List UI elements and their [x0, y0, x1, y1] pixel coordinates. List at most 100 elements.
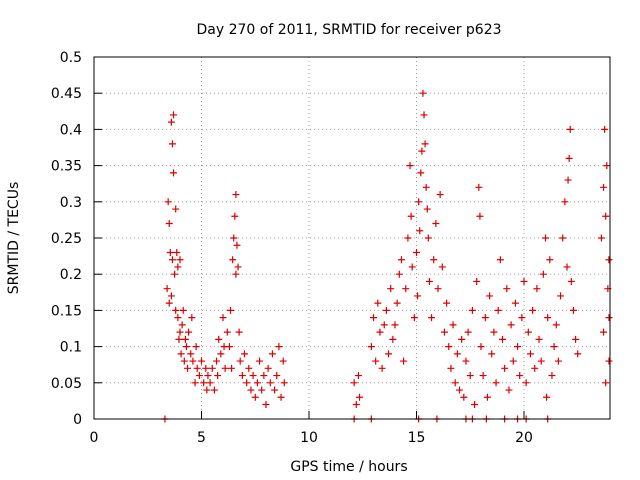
data-point — [475, 183, 483, 191]
data-point — [235, 328, 243, 336]
data-point — [418, 147, 426, 155]
data-point — [391, 321, 399, 329]
data-point — [395, 270, 403, 278]
x-tick-label: 0 — [90, 430, 99, 446]
data-point — [417, 169, 425, 177]
data-point — [557, 292, 565, 300]
data-point — [352, 401, 360, 409]
data-point — [175, 335, 183, 343]
x-tick-label: 15 — [408, 430, 426, 446]
data-point — [167, 292, 175, 300]
data-point — [499, 335, 506, 343]
data-point — [380, 321, 388, 329]
data-point — [602, 379, 610, 387]
data-point — [198, 357, 205, 365]
y-tick-label: 0.15 — [51, 303, 82, 319]
data-point — [559, 234, 567, 242]
data-point — [490, 328, 498, 336]
data-point — [413, 248, 420, 256]
data-point — [385, 350, 393, 358]
data-point — [168, 256, 176, 264]
y-tick-label: 0.5 — [60, 50, 82, 66]
data-point — [164, 198, 172, 206]
data-point — [516, 372, 524, 380]
data-point — [514, 343, 522, 351]
grid-lines — [94, 57, 610, 419]
data-point — [507, 321, 515, 329]
data-point — [414, 292, 422, 300]
data-point — [173, 248, 181, 256]
data-point — [471, 401, 479, 409]
data-point — [225, 343, 233, 351]
data-point — [188, 314, 196, 322]
data-point — [415, 198, 423, 206]
data-point — [567, 277, 575, 285]
data-point — [179, 306, 187, 314]
data-point — [494, 306, 502, 314]
y-tick-label: 0.2 — [60, 267, 82, 283]
data-point — [170, 169, 178, 177]
axes: 0 0.05 0.1 0.15 0.2 0.25 0.3 0.35 0.4 0.45 0.5 0 5 10… — [51, 50, 533, 446]
data-point — [204, 372, 212, 380]
data-point — [531, 364, 539, 372]
data-point — [505, 386, 513, 394]
data-point — [206, 379, 214, 387]
data-point — [166, 248, 174, 256]
data-point — [279, 357, 287, 365]
data-point — [605, 256, 613, 264]
data-point — [229, 256, 237, 264]
data-point — [533, 285, 541, 293]
data-point — [262, 401, 270, 409]
data-point — [565, 154, 573, 162]
y-tick-label: 0.45 — [51, 86, 82, 102]
data-point — [428, 314, 436, 322]
y-tick-label: 0 — [73, 412, 82, 428]
data-point — [400, 357, 408, 365]
data-point — [387, 285, 395, 293]
data-point — [176, 256, 184, 264]
data-point — [496, 256, 504, 264]
data-point — [481, 314, 489, 322]
data-point — [542, 234, 549, 242]
data-point — [464, 328, 472, 336]
data-point — [600, 183, 608, 191]
data-point — [601, 125, 609, 133]
data-point — [208, 364, 216, 372]
data-point — [572, 335, 580, 343]
data-point — [406, 162, 414, 170]
data-point — [176, 328, 184, 336]
data-point — [376, 328, 384, 336]
data-point — [247, 386, 255, 394]
y-tick-label: 0.4 — [60, 122, 82, 138]
data-point — [552, 321, 560, 329]
data-point — [203, 386, 211, 394]
data-point — [184, 364, 192, 372]
data-point — [232, 191, 240, 199]
data-point — [195, 372, 203, 380]
data-point — [566, 125, 574, 133]
data-point — [537, 357, 545, 365]
data-point — [217, 350, 225, 358]
data-point — [228, 364, 236, 372]
data-point — [410, 314, 418, 322]
plot-frame — [93, 56, 611, 420]
data-point — [253, 379, 261, 387]
data-point — [522, 379, 530, 387]
data-point — [191, 379, 199, 387]
data-point — [174, 314, 182, 322]
data-point — [539, 270, 547, 278]
data-point — [564, 176, 572, 184]
data-point — [451, 379, 459, 387]
data-point — [518, 314, 526, 322]
data-point — [243, 379, 251, 387]
data-point — [230, 234, 238, 242]
chart-title: Day 270 of 2011, SRMTID for receiver p62… — [196, 22, 501, 38]
y-tick-label: 0.05 — [51, 376, 82, 392]
data-point — [221, 364, 229, 372]
data-point — [440, 328, 448, 336]
data-point — [600, 328, 608, 336]
data-point — [180, 357, 188, 365]
data-point — [234, 263, 242, 271]
y-tick-label: 0.25 — [51, 231, 82, 247]
